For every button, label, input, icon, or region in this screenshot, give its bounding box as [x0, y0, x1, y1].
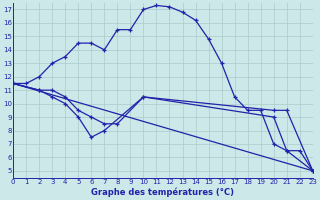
X-axis label: Graphe des températures (°C): Graphe des températures (°C) [92, 188, 235, 197]
